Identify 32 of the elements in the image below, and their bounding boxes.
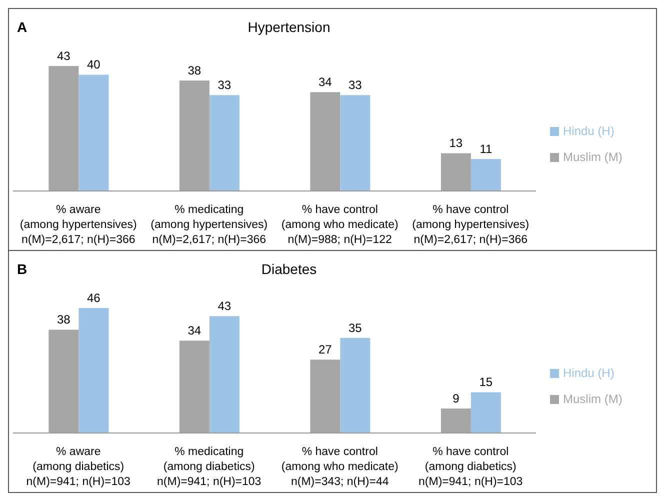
chart-title: Diabetes (261, 261, 317, 277)
data-label: 13 (449, 136, 463, 150)
chart-title: Hypertension (248, 19, 330, 35)
x-tick-label: % aware (among diabetics) n(M)=941; n(H)=103 (26, 446, 130, 488)
data-label: 15 (479, 375, 493, 390)
x-tick-label: % medicating (among hypertensives) n(M)=2,617; n(H)=366 (150, 204, 268, 246)
text: A (17, 19, 28, 35)
text: B (17, 261, 28, 277)
data-label: 43 (57, 49, 71, 63)
data-label: 46 (87, 291, 101, 305)
data-label: 11 (480, 142, 492, 156)
legend-label: Muslim (M) (563, 392, 622, 406)
legend-label: Hindu (H) (563, 366, 614, 380)
x-tick-label: % have control (among who medicate) n(M)=988; n(H)=122 (281, 204, 399, 246)
x-tick-label: % have control (among diabetics) n(M)=941; n(H)=103 (418, 446, 523, 488)
data-label: 35 (348, 320, 362, 335)
data-label: 38 (57, 312, 71, 327)
legend-label: Muslim (M) (563, 150, 622, 164)
data-label: 33 (218, 78, 232, 92)
data-label: 38 (188, 64, 202, 78)
data-label: 43 (218, 299, 232, 314)
data-label: 27 (318, 342, 332, 357)
data-label: 34 (318, 75, 332, 90)
data-label: 34 (188, 324, 202, 338)
data-label: 33 (348, 78, 362, 92)
x-tick-label: % aware (among hypertensives) n(M)=2,617; n(H)=366 (20, 204, 138, 246)
x-tick-label: % have control (among hypertensives) n(M)=2,617; n(H)=366 (412, 204, 530, 246)
data-label: 9 (452, 392, 460, 406)
x-tick-label: % have control (among who medicate) n(M)=343; n(H)=44 (281, 446, 399, 488)
legend-label: Hindu (H) (563, 124, 614, 138)
data-label: 40 (87, 58, 101, 72)
x-tick-label: % medicating (among diabetics) n(M)=941; n(H)=103 (157, 446, 262, 488)
